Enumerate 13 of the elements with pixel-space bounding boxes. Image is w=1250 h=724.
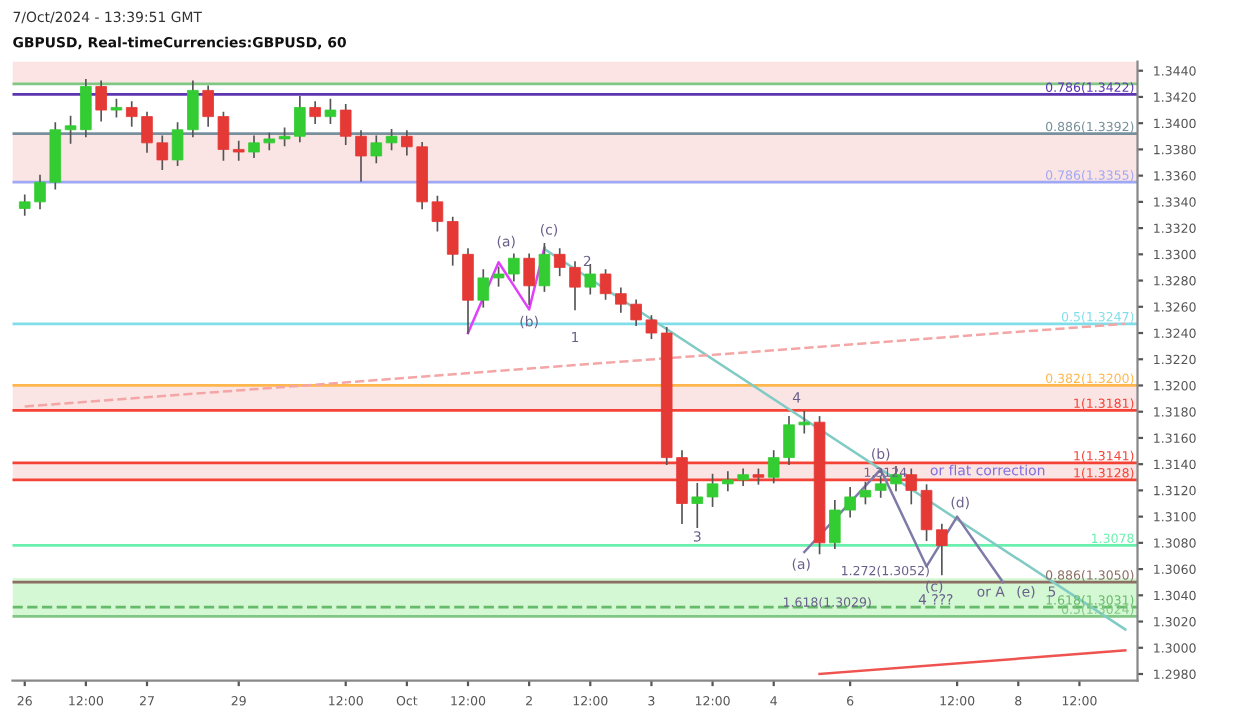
candlestick: [309, 101, 321, 125]
candlestick: [691, 483, 704, 528]
candlestick: [232, 140, 245, 161]
candlestick: [477, 269, 490, 308]
candlestick: [538, 243, 551, 292]
candlestick: [370, 135, 383, 164]
candlestick: [95, 80, 107, 122]
candlestick: [385, 128, 398, 151]
candlestick: [523, 253, 535, 305]
candlestick: [905, 468, 918, 505]
candlestick: [324, 98, 337, 125]
line-series: [466, 246, 546, 335]
candlestick: [584, 263, 597, 295]
